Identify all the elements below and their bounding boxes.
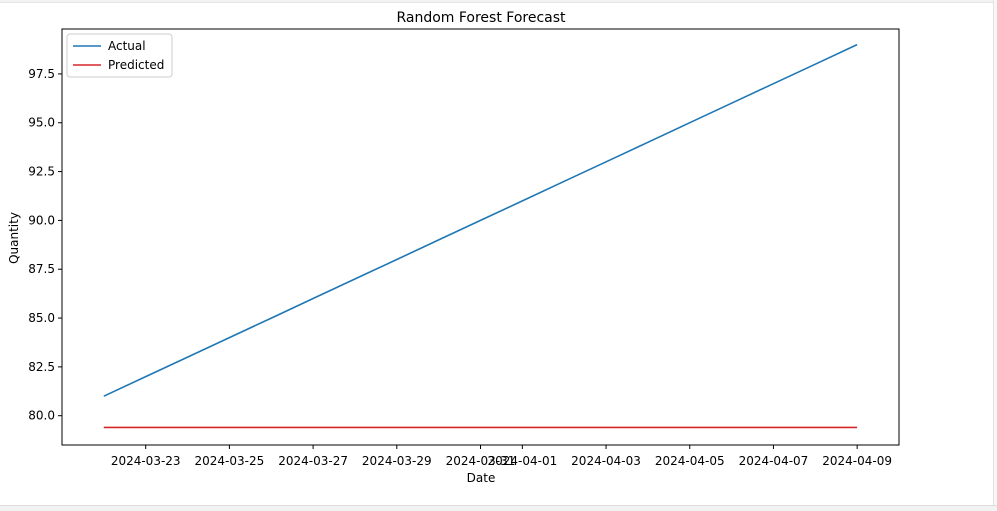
x-tick-label: 2024-04-01 (487, 454, 557, 468)
chart-title: Random Forest Forecast (396, 10, 566, 26)
legend-label-predicted: Predicted (108, 58, 164, 72)
y-tick-label: 82.5 (28, 360, 55, 374)
x-axis-label: Date (467, 471, 496, 485)
x-axis: 2024-03-23 2024-03-25 2024-03-27 2024-03-29… (111, 445, 892, 468)
x-tick-label: 2024-04-03 (571, 454, 641, 468)
x-tick-label: 2024-03-23 (111, 454, 181, 468)
legend: Actual Predicted (66, 33, 173, 78)
legend-box (66, 33, 173, 78)
scrollbar-track[interactable] (993, 0, 997, 510)
x-tick-label: 2024-03-27 (278, 454, 348, 468)
y-tick-label: 85.0 (28, 311, 55, 325)
x-tick-label: 2024-03-29 (362, 454, 432, 468)
y-tick-label: 95.0 (28, 116, 55, 130)
y-tick-label: 92.5 (28, 165, 55, 179)
bottom-bar (0, 505, 997, 511)
y-axis: 80.0 82.5 85.0 87.5 90.0 92.5 95.0 97.5 (28, 67, 62, 423)
legend-label-actual: Actual (108, 39, 146, 53)
series-line-actual (103, 43, 858, 397)
y-tick-label: 90.0 (28, 213, 55, 227)
x-tick-label: 2024-03-25 (195, 454, 265, 468)
x-tick-label: 2024-04-05 (655, 454, 725, 468)
x-tick-label: 2024-04-09 (822, 454, 892, 468)
y-tick-label: 80.0 (28, 409, 55, 423)
y-tick-label: 87.5 (28, 262, 55, 276)
x-tick-label: 2024-03-31 (446, 454, 516, 468)
x-tick-label: 2024-04-07 (739, 454, 809, 468)
y-tick-label: 97.5 (28, 67, 55, 81)
top-bar (0, 0, 997, 3)
plot-frame (61, 28, 900, 446)
y-axis-label: Quantity (7, 212, 21, 264)
series-layer (103, 43, 858, 429)
